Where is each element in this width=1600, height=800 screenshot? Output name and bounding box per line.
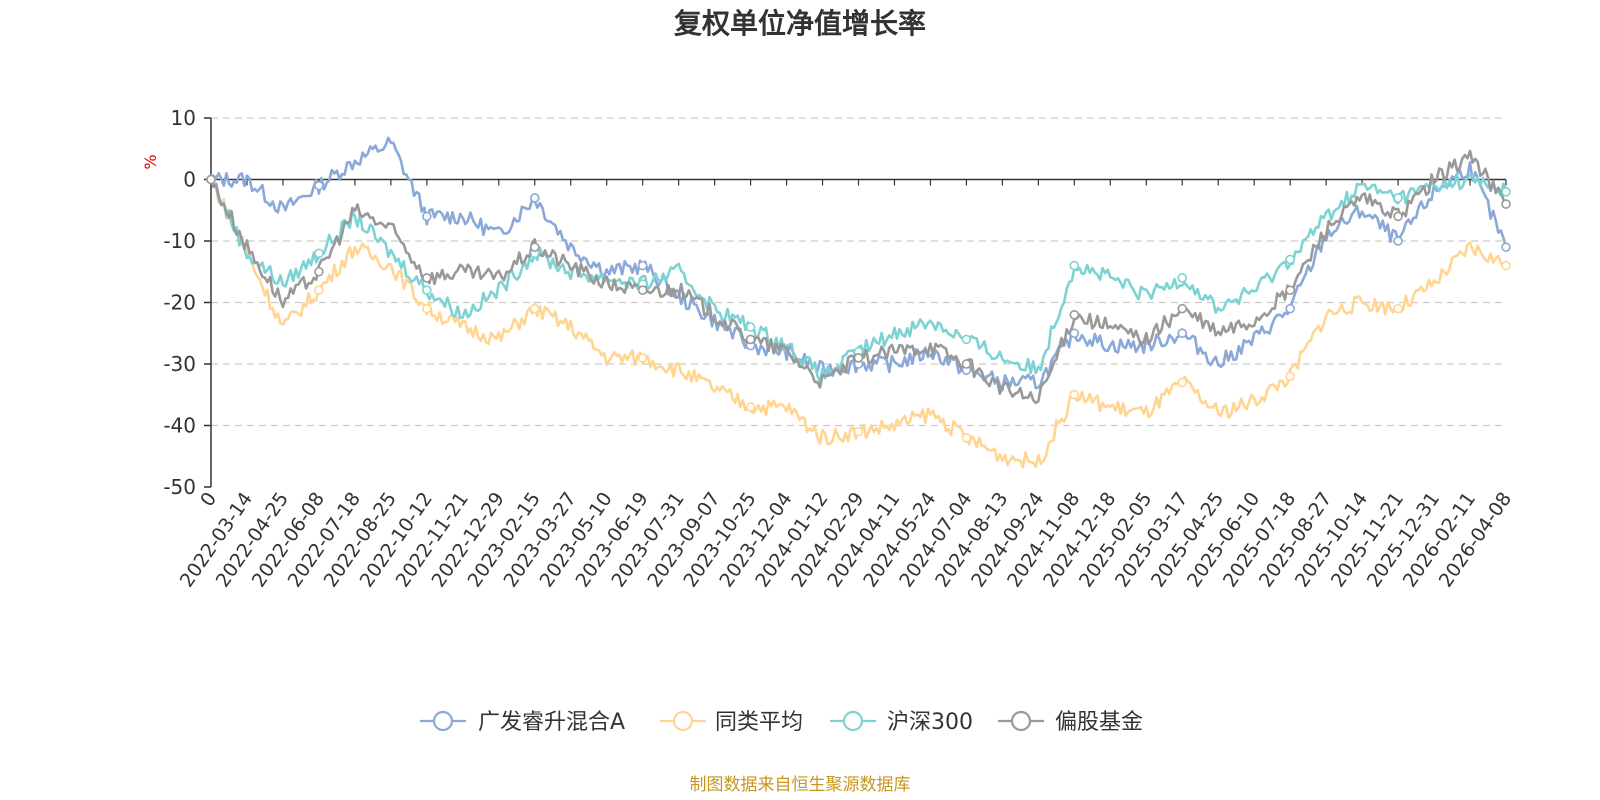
series-1-point <box>1177 377 1188 388</box>
series-1-point <box>529 303 540 314</box>
series-2-point <box>1393 193 1403 203</box>
series-3-point <box>422 273 432 283</box>
series-2-point <box>1069 260 1080 271</box>
series-2-point <box>1501 187 1511 197</box>
series-1-point <box>1393 303 1403 314</box>
y-tick-label: -40 <box>163 414 196 438</box>
legend-circle-icon <box>842 710 864 732</box>
legend-label: 沪深300 <box>887 710 973 735</box>
legend-label: 同类平均 <box>715 710 803 735</box>
series-3-point <box>961 359 972 369</box>
series-line-1 <box>209 178 1507 469</box>
series-1-point <box>1501 260 1511 271</box>
series-3-point <box>1285 285 1295 296</box>
series-3-point <box>853 353 864 363</box>
series-3-point <box>206 174 216 185</box>
series-3-point <box>529 242 540 252</box>
series-1-point <box>745 402 756 412</box>
legend-circle-icon <box>672 710 694 732</box>
series-1-point <box>961 432 972 443</box>
series-0-point <box>529 193 540 203</box>
series-1-point <box>1285 371 1295 382</box>
series-3-point <box>1177 303 1188 314</box>
legend[interactable]: 广发睿升混合A 同类平均 沪深300 偏股基金 <box>420 710 1143 735</box>
series-2-point <box>961 334 972 345</box>
series-3-point <box>637 285 648 296</box>
series-1-point <box>314 285 324 296</box>
axes: 100-10-20-30-40-5002022-03-142022-04-252… <box>163 106 1516 591</box>
legend-item-1[interactable]: 同类平均 <box>660 710 803 735</box>
legend-circle-icon <box>1010 710 1032 732</box>
y-tick-label: -10 <box>163 229 196 253</box>
y-axis-unit-label: % <box>141 154 160 169</box>
series-3-point <box>1069 309 1080 320</box>
legend-item-2[interactable]: 沪深300 <box>830 710 973 735</box>
series-2-point <box>1177 273 1188 283</box>
legend-label: 广发睿升混合A <box>478 710 625 735</box>
series-0-point <box>1069 328 1080 339</box>
series-3-point <box>745 334 756 345</box>
series-2-point <box>422 285 432 296</box>
series-1-point <box>422 303 432 314</box>
series-1-point <box>1069 389 1080 400</box>
series-2-point <box>1285 254 1295 265</box>
series-3-point <box>1501 199 1511 209</box>
series-markers <box>206 174 1511 443</box>
legend-circle-icon <box>432 710 454 732</box>
data-source-note: 制图数据来自恒生聚源数据库 <box>690 775 911 795</box>
legend-label: 偏股基金 <box>1055 710 1143 735</box>
y-tick-label: -30 <box>163 352 196 376</box>
series-0-point <box>1177 328 1188 339</box>
y-tick-label: 10 <box>171 106 196 130</box>
legend-item-3[interactable]: 偏股基金 <box>998 710 1143 735</box>
series-2-point <box>745 322 756 332</box>
legend-item-0[interactable]: 广发睿升混合A <box>420 710 625 735</box>
series-0-point <box>314 180 324 191</box>
series-1-point <box>853 426 864 437</box>
series-3-point <box>314 266 324 277</box>
series-0-point <box>1285 303 1295 314</box>
y-tick-label: -50 <box>163 475 196 499</box>
series-3-point <box>1393 211 1403 222</box>
series-0-point <box>1393 236 1403 246</box>
series-0-point <box>422 211 432 222</box>
x-tick-label: 0 <box>196 488 221 511</box>
y-tick-label: 0 <box>183 168 196 192</box>
y-tick-label: -20 <box>163 291 196 315</box>
series-0-point <box>637 260 648 271</box>
series-0-point <box>1501 242 1511 252</box>
series-1-point <box>637 353 648 363</box>
chart-title: 复权单位净值增长率 <box>674 7 926 40</box>
series-2-point <box>314 248 324 259</box>
